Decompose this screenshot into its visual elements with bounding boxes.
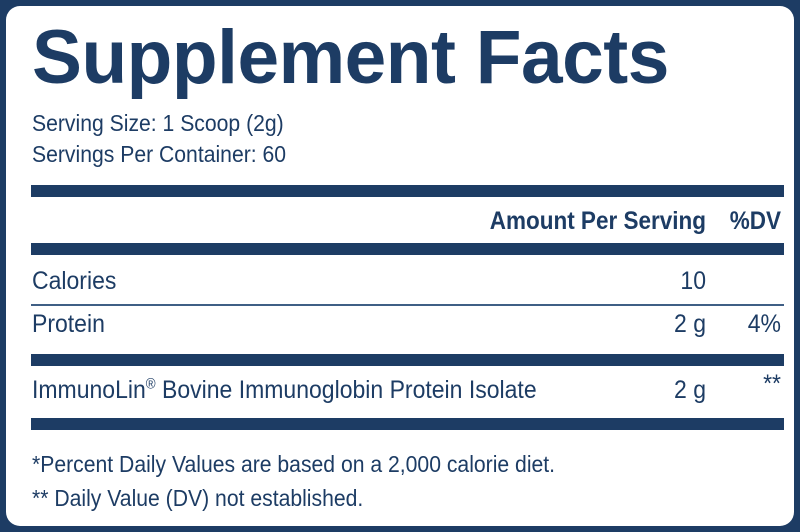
ingredient-name-suffix: Bovine Immunoglobin Protein Isolate	[155, 376, 537, 404]
ingredient-amount: 2 g	[674, 376, 706, 404]
footnote-daily-value-not-established: ** Daily Value (DV) not established.	[32, 485, 364, 511]
page-title: Supplement Facts	[32, 15, 669, 100]
footnote-percent-daily-values: *Percent Daily Values are based on a 2,0…	[32, 451, 556, 477]
label-content: Supplement Facts Serving Size: 1 Scoop (…	[28, 6, 784, 526]
ingredient-dv: **	[763, 370, 781, 398]
table-row-immunolin: ImmunoLin® Bovine Immunoglobin Protein I…	[28, 370, 781, 405]
divider-bar-top	[31, 185, 784, 197]
registered-trademark-icon: ®	[145, 376, 156, 393]
serving-size-text: Serving Size: 1 Scoop (2g)	[32, 110, 284, 136]
nutrient-name: Protein	[32, 310, 105, 338]
divider-bar-bottom	[31, 418, 784, 430]
column-header-amount-per-serving: Amount Per Serving	[489, 207, 706, 235]
ingredient-name-prefix: ImmunoLin	[32, 376, 146, 404]
nutrient-dv: 4%	[747, 310, 781, 338]
ingredient-name: ImmunoLin® Bovine Immunoglobin Protein I…	[32, 375, 537, 405]
label-panel: Supplement Facts Serving Size: 1 Scoop (…	[6, 6, 794, 526]
nutrient-name: Calories	[32, 267, 117, 295]
servings-per-container-text: Servings Per Container: 60	[32, 141, 287, 167]
nutrient-amount: 10	[680, 267, 706, 295]
nutrient-amount: 2 g	[674, 310, 706, 338]
table-row-protein: Protein 2 g 4%	[28, 309, 781, 339]
divider-bar-columns	[31, 243, 784, 255]
column-header-percent-dv: %DV	[729, 207, 781, 235]
table-row-calories: Calories 10	[28, 266, 781, 296]
divider-bar-middle	[31, 354, 784, 366]
divider-line-calories	[31, 304, 784, 306]
